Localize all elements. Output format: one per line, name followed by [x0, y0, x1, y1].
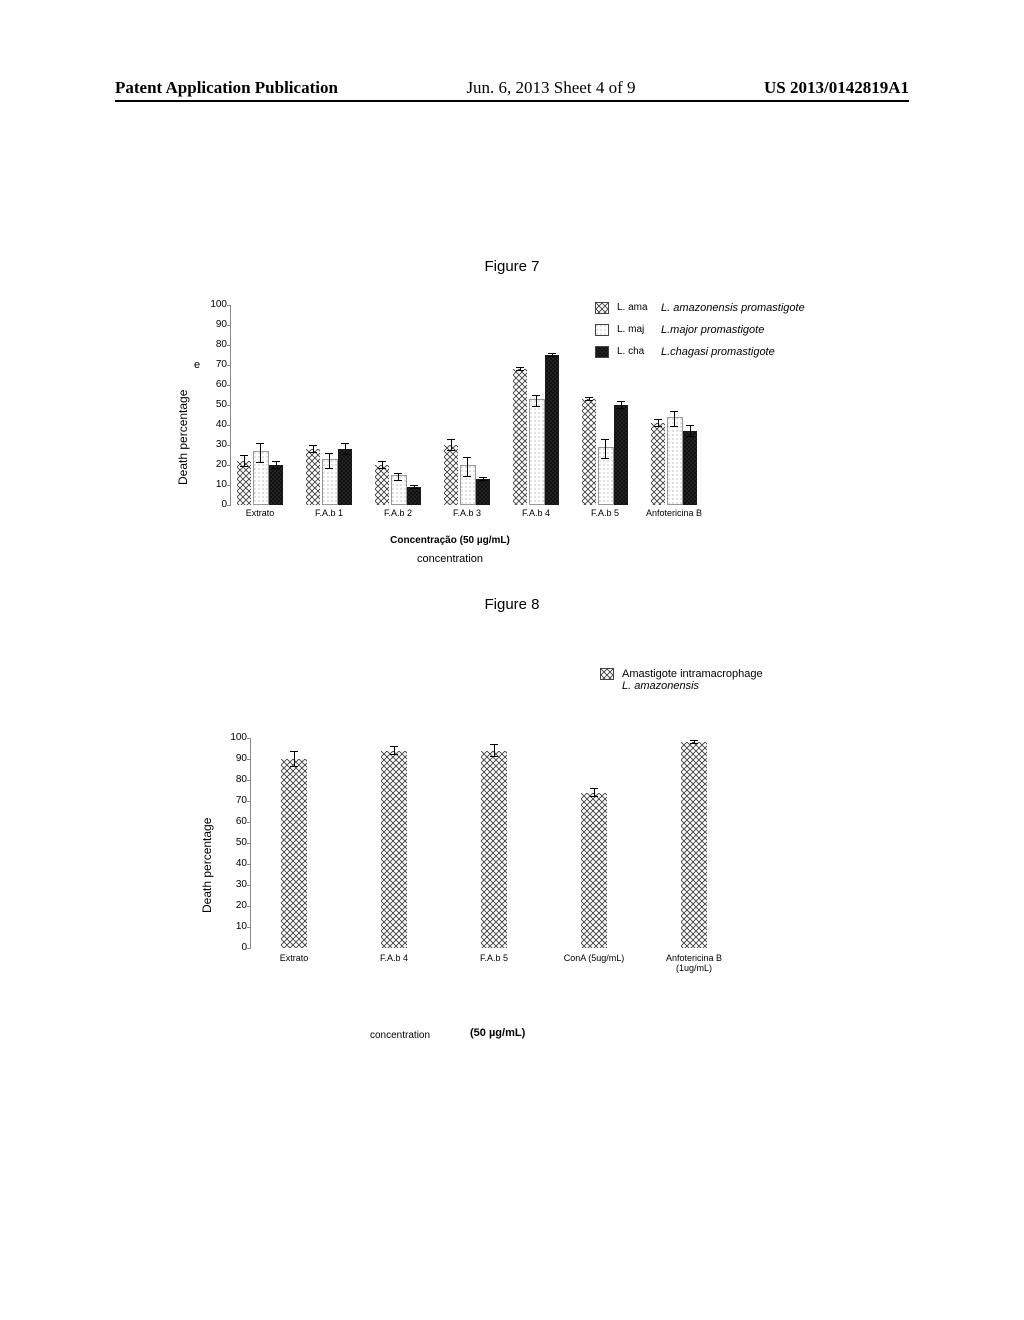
ytick-label: 70: [203, 359, 227, 370]
bar: [545, 355, 559, 505]
ytick-label: 30: [203, 439, 227, 450]
bar: [281, 759, 307, 948]
bar: [681, 742, 707, 948]
bar: [253, 451, 269, 505]
xtick-label: F.A.b 4: [501, 508, 571, 518]
ytick-label: 60: [223, 816, 247, 827]
fig7-xlabel-bold: Concentração (50 µg/mL): [170, 535, 730, 546]
ytick-label: 90: [203, 319, 227, 330]
header-center: Jun. 6, 2013 Sheet 4 of 9: [466, 78, 635, 98]
xtick-label: F.A.b 4: [349, 953, 439, 963]
figure-7-title: Figure 7: [0, 258, 1024, 275]
ytick-label: 0: [223, 942, 247, 953]
bar: [322, 459, 338, 505]
xtick-label: F.A.b 3: [432, 508, 502, 518]
legend-row: L. chaL.chagasi promastigote: [595, 346, 805, 358]
xtick-label: ConA (5ug/mL): [549, 953, 639, 963]
legend-swatch: [595, 302, 609, 314]
ytick-label: 40: [203, 419, 227, 430]
header-rule: [115, 100, 909, 102]
bar: [581, 793, 607, 948]
bar: [306, 449, 320, 505]
legend-swatch: [600, 668, 614, 680]
fig8-plot-area: 0102030405060708090100ExtratoF.A.b 4F.A.…: [250, 738, 751, 948]
fig7-ylabel-decor: e: [194, 359, 200, 371]
bar: [338, 449, 352, 505]
fig7-ylabel: Death percentage: [176, 390, 190, 485]
patent-page: Patent Application Publication Jun. 6, 2…: [0, 0, 1024, 1320]
ytick-label: 90: [223, 753, 247, 764]
fig7-xlabel-sub: concentration: [170, 553, 730, 565]
ytick-label: 50: [223, 837, 247, 848]
ytick-label: 80: [223, 774, 247, 785]
xtick-label: Anfotericina B: [639, 508, 709, 518]
legend-swatch: [595, 324, 609, 336]
ytick-label: 40: [223, 858, 247, 869]
xtick-label: Extrato: [225, 508, 295, 518]
legend-swatch: [595, 346, 609, 358]
ytick-label: 10: [223, 921, 247, 932]
ytick-label: 30: [223, 879, 247, 890]
ytick-label: 10: [203, 479, 227, 490]
bar: [582, 399, 596, 505]
header-right: US 2013/0142819A1: [764, 78, 909, 98]
bar: [481, 751, 507, 948]
ytick-label: 20: [203, 459, 227, 470]
ytick-label: 50: [203, 399, 227, 410]
xtick-label: F.A.b 5: [449, 953, 539, 963]
fig8-ylabel: Death percentage: [200, 818, 214, 913]
bar: [667, 417, 683, 505]
figure-8-title: Figure 8: [0, 596, 1024, 613]
bar: [651, 423, 665, 505]
bar: [614, 405, 628, 505]
fig8-legend-text: Amastigote intramacrophage L. amazonensi…: [622, 668, 763, 692]
xtick-label: F.A.b 2: [363, 508, 433, 518]
bar: [460, 465, 476, 505]
header-left: Patent Application Publication: [115, 78, 338, 98]
ytick-label: 100: [203, 299, 227, 310]
xtick-label: Extrato: [249, 953, 339, 963]
page-header: Patent Application Publication Jun. 6, 2…: [115, 78, 909, 98]
ytick-label: 70: [223, 795, 247, 806]
figure-8-chart: Death percentage 0102030405060708090100E…: [190, 738, 750, 988]
bar: [513, 369, 527, 505]
bar: [598, 447, 614, 505]
fig8-legend: Amastigote intramacrophage L. amazonensi…: [600, 668, 763, 692]
fig8-xlabel-sub: concentration: [370, 1030, 430, 1041]
xtick-label: F.A.b 1: [294, 508, 364, 518]
bar: [529, 399, 545, 505]
ytick-label: 80: [203, 339, 227, 350]
bar: [476, 479, 490, 505]
legend-row: L. amaL. amazonensis promastigote: [595, 302, 805, 314]
bar: [683, 431, 697, 505]
fig8-xlabel-bold: (50 µg/mL): [470, 1027, 525, 1039]
ytick-label: 20: [223, 900, 247, 911]
bar: [237, 461, 251, 505]
xtick-label: Anfotericina B (1ug/mL): [649, 953, 739, 973]
bar: [375, 465, 389, 505]
bar: [407, 487, 421, 505]
ytick-label: 100: [223, 732, 247, 743]
xtick-label: F.A.b 5: [570, 508, 640, 518]
fig7-legend: L. amaL. amazonensis promastigote L. majL…: [595, 302, 805, 368]
ytick-label: 60: [203, 379, 227, 390]
bar: [444, 445, 458, 505]
bar: [269, 465, 283, 505]
legend-row: L. majL.major promastigote: [595, 324, 805, 336]
ytick-label: 0: [203, 499, 227, 510]
bar: [381, 751, 407, 948]
